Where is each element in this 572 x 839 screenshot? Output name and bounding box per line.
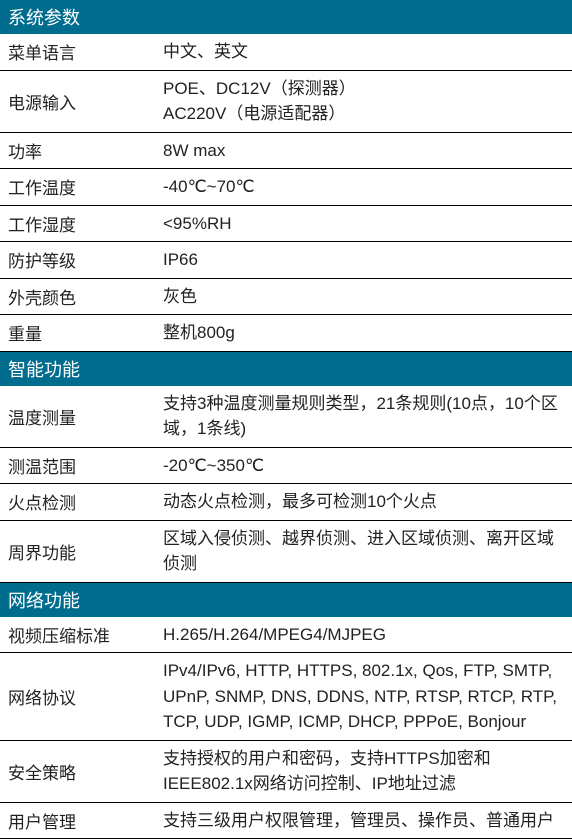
row-label: 用户管理 [0,802,155,839]
row-label: 安全策略 [0,740,155,802]
section-header: 智能功能 [0,351,572,386]
section-header-row: 系统参数 [0,0,572,34]
row-label: 测温范围 [0,447,155,484]
table-row: 外壳颜色 灰色 [0,278,572,315]
row-value: <95%RH [155,205,572,242]
row-value: POE、DC12V（探测器）AC220V（电源适配器） [155,70,572,132]
row-label: 火点检测 [0,484,155,521]
table-body: 系统参数 菜单语言 中文、英文 电源输入 POE、DC12V（探测器）AC220… [0,0,572,839]
row-value: 支持三级用户权限管理，管理员、操作员、普通用户 [155,802,572,839]
row-value: -40℃~70℃ [155,169,572,206]
row-value: 支持3种温度测量规则类型，21条规则(10点，10个区域，1条线) [155,386,572,448]
row-label: 重量 [0,315,155,352]
row-label: 网络协议 [0,653,155,741]
row-value: -20℃~350℃ [155,447,572,484]
table-row: 重量 整机800g [0,315,572,352]
table-row: 火点检测 动态火点检测，最多可检测10个火点 [0,484,572,521]
table-row: 工作温度 -40℃~70℃ [0,169,572,206]
table-row: 工作湿度 <95%RH [0,205,572,242]
section-header: 系统参数 [0,0,572,34]
row-label: 电源输入 [0,70,155,132]
table-row: 菜单语言 中文、英文 [0,34,572,70]
row-value: IPv4/IPv6, HTTP, HTTPS, 802.1x, Qos, FTP… [155,653,572,741]
row-value: 支持授权的用户和密码，支持HTTPS加密和IEEE802.1x网络访问控制、IP… [155,740,572,802]
table-row: 功率 8W max [0,132,572,169]
table-row: 安全策略 支持授权的用户和密码，支持HTTPS加密和IEEE802.1x网络访问… [0,740,572,802]
table-row: 电源输入 POE、DC12V（探测器）AC220V（电源适配器） [0,70,572,132]
row-value: IP66 [155,242,572,279]
row-value: 动态火点检测，最多可检测10个火点 [155,484,572,521]
table-row: 网络协议 IPv4/IPv6, HTTP, HTTPS, 802.1x, Qos… [0,653,572,741]
table-row: 防护等级 IP66 [0,242,572,279]
row-value: 中文、英文 [155,34,572,70]
section-header-row: 网络功能 [0,582,572,617]
section-header-row: 智能功能 [0,351,572,386]
row-label: 外壳颜色 [0,278,155,315]
row-label: 温度测量 [0,386,155,448]
row-value: 8W max [155,132,572,169]
row-label: 功率 [0,132,155,169]
row-label: 防护等级 [0,242,155,279]
table-row: 用户管理 支持三级用户权限管理，管理员、操作员、普通用户 [0,802,572,839]
section-header: 网络功能 [0,582,572,617]
row-label: 菜单语言 [0,34,155,70]
row-value: 整机800g [155,315,572,352]
row-label: 工作湿度 [0,205,155,242]
table-row: 视频压缩标准 H.265/H.264/MPEG4/MJPEG [0,617,572,653]
row-label: 工作温度 [0,169,155,206]
row-value: 灰色 [155,278,572,315]
table-row: 测温范围 -20℃~350℃ [0,447,572,484]
spec-table: 系统参数 菜单语言 中文、英文 电源输入 POE、DC12V（探测器）AC220… [0,0,572,839]
row-label: 视频压缩标准 [0,617,155,653]
row-label: 周界功能 [0,520,155,582]
row-value: H.265/H.264/MPEG4/MJPEG [155,617,572,653]
table-row: 温度测量 支持3种温度测量规则类型，21条规则(10点，10个区域，1条线) [0,386,572,448]
table-row: 周界功能 区域入侵侦测、越界侦测、进入区域侦测、离开区域侦测 [0,520,572,582]
row-value: 区域入侵侦测、越界侦测、进入区域侦测、离开区域侦测 [155,520,572,582]
